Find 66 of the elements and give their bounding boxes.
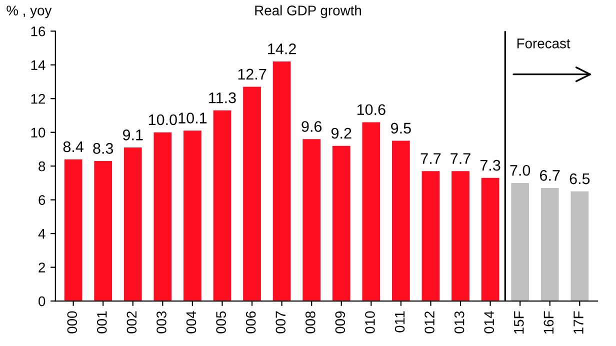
x-tick-label: 014 bbox=[484, 311, 494, 334]
y-tick-label: 0 bbox=[38, 296, 46, 306]
y-tick-label: 14 bbox=[31, 60, 46, 70]
bar bbox=[184, 130, 202, 302]
data-label: 10.0 bbox=[148, 114, 177, 126]
data-label: 9.5 bbox=[391, 122, 411, 134]
x-tick-label: 009 bbox=[335, 311, 346, 334]
data-label: 9.2 bbox=[331, 128, 352, 139]
data-label: 10.6 bbox=[357, 104, 386, 116]
data-label: 12.7 bbox=[238, 68, 266, 80]
data-label: 7.7 bbox=[420, 153, 441, 164]
x-tick-label: 010 bbox=[365, 311, 375, 334]
y-tick-label: 6 bbox=[38, 195, 46, 205]
y-tick-label: 16 bbox=[31, 26, 46, 36]
data-label: 7.3 bbox=[480, 160, 500, 171]
y-tick-label: 10 bbox=[31, 128, 46, 138]
data-label: 9.6 bbox=[302, 121, 322, 132]
bar bbox=[332, 146, 350, 302]
bar bbox=[540, 188, 559, 302]
x-tick-label: 001 bbox=[96, 311, 107, 334]
bar bbox=[302, 139, 321, 302]
annotation: Forecast bbox=[517, 38, 570, 48]
x-tick-label: 011 bbox=[394, 311, 405, 332]
y-tick-label: 2 bbox=[38, 262, 46, 272]
bar bbox=[272, 62, 291, 302]
y-tick-label: 4 bbox=[38, 229, 46, 239]
bar bbox=[64, 159, 82, 302]
chart-title: Real GDP growth bbox=[255, 5, 362, 18]
x-tick-label: 000 bbox=[67, 311, 78, 334]
y-tick-label: 12 bbox=[31, 94, 46, 104]
x-tick-label: 006 bbox=[246, 311, 256, 334]
x-tick-label: 013 bbox=[454, 311, 464, 334]
data-label: 7.0 bbox=[510, 164, 530, 176]
data-label: 6.5 bbox=[570, 173, 590, 184]
bar bbox=[94, 161, 112, 302]
data-label: 8.4 bbox=[63, 141, 84, 152]
data-label: 10.1 bbox=[178, 112, 207, 124]
bar bbox=[362, 122, 380, 302]
data-label: 7.7 bbox=[450, 153, 470, 164]
x-tick-label: 007 bbox=[276, 311, 286, 334]
x-tick-label: 17F bbox=[574, 311, 584, 334]
data-label: 14.2 bbox=[268, 43, 296, 54]
data-label: 8.3 bbox=[93, 143, 114, 154]
bar bbox=[213, 110, 232, 302]
bar bbox=[481, 178, 500, 302]
bar bbox=[452, 171, 470, 302]
y-axis-title: % , yoy bbox=[6, 6, 52, 18]
x-tick-label: 002 bbox=[126, 311, 137, 334]
x-tick-label: 16F bbox=[544, 311, 554, 334]
x-tick-label: 008 bbox=[305, 311, 316, 334]
y-tick-label: 8 bbox=[38, 161, 46, 172]
data-label: 9.1 bbox=[122, 130, 143, 140]
x-tick-label: 004 bbox=[186, 311, 196, 334]
data-label: 6.7 bbox=[540, 170, 560, 181]
x-tick-label: 005 bbox=[216, 311, 226, 334]
x-tick-label: 012 bbox=[424, 311, 434, 334]
bar bbox=[570, 191, 589, 302]
x-tick-label: 15F bbox=[514, 311, 524, 334]
bar bbox=[243, 86, 261, 302]
bar bbox=[124, 148, 142, 302]
bar bbox=[511, 182, 530, 302]
bar bbox=[392, 140, 410, 302]
x-tick-label: 003 bbox=[156, 311, 166, 334]
bar bbox=[422, 171, 440, 302]
bar bbox=[154, 132, 172, 302]
data-label: 11.3 bbox=[209, 92, 236, 104]
